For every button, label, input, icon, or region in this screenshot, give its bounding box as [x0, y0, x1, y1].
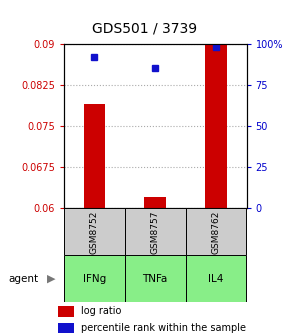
Text: log ratio: log ratio	[81, 306, 121, 316]
Bar	[125, 255, 186, 302]
Text: agent: agent	[9, 274, 39, 284]
Bar	[84, 104, 105, 208]
Bar	[64, 255, 125, 302]
Bar	[205, 44, 227, 208]
Bar	[186, 208, 246, 255]
Text: IFNg: IFNg	[83, 274, 106, 284]
Text: GSM8762: GSM8762	[211, 210, 221, 254]
Text: percentile rank within the sample: percentile rank within the sample	[81, 323, 246, 333]
Text: GSM8752: GSM8752	[90, 210, 99, 254]
Bar	[125, 208, 186, 255]
Bar	[186, 255, 246, 302]
Text: GDS501 / 3739: GDS501 / 3739	[93, 21, 197, 35]
Text: TNFa: TNFa	[142, 274, 168, 284]
Bar	[58, 323, 74, 333]
Bar	[64, 208, 125, 255]
Text: IL4: IL4	[208, 274, 224, 284]
Bar	[58, 306, 74, 317]
Bar	[144, 197, 166, 208]
Text: GSM8757: GSM8757	[151, 210, 160, 254]
Text: ▶: ▶	[46, 274, 55, 284]
